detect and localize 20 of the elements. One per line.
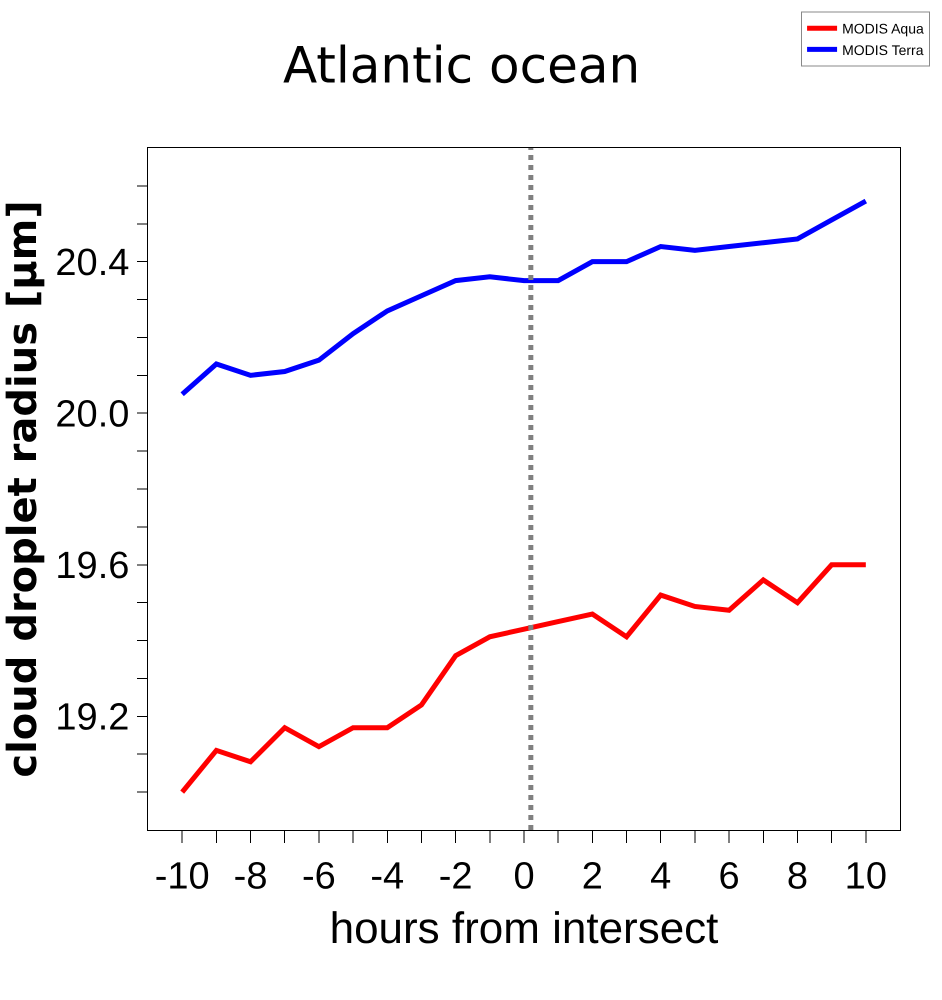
- x-tick-label: -8: [234, 856, 268, 898]
- y-tick-label: 20.0: [55, 394, 130, 436]
- y-tick-label: 19.6: [55, 545, 130, 588]
- x-tick-label: 4: [650, 856, 672, 898]
- x-tick-label: -6: [302, 856, 336, 898]
- x-tick-label: 2: [582, 856, 603, 898]
- x-axis-title: hours from intersect: [330, 904, 718, 953]
- y-tick-label: 19.2: [55, 696, 130, 739]
- chart-title: Atlantic ocean: [282, 36, 640, 94]
- x-tick-label: 0: [513, 856, 535, 898]
- y-axis-title: cloud droplet radius [µm]: [0, 200, 46, 778]
- legend-label: MODIS Aqua: [842, 20, 924, 37]
- x-tick-label: 10: [844, 856, 887, 898]
- y-tick-label: 20.4: [55, 242, 130, 284]
- legend-label: MODIS Terra: [842, 42, 924, 58]
- x-tick-label: 6: [718, 856, 740, 898]
- x-tick-label: -4: [370, 856, 404, 898]
- x-tick-label: 8: [786, 856, 808, 898]
- x-tick-label: -2: [438, 856, 473, 898]
- x-tick-label: -10: [154, 856, 210, 898]
